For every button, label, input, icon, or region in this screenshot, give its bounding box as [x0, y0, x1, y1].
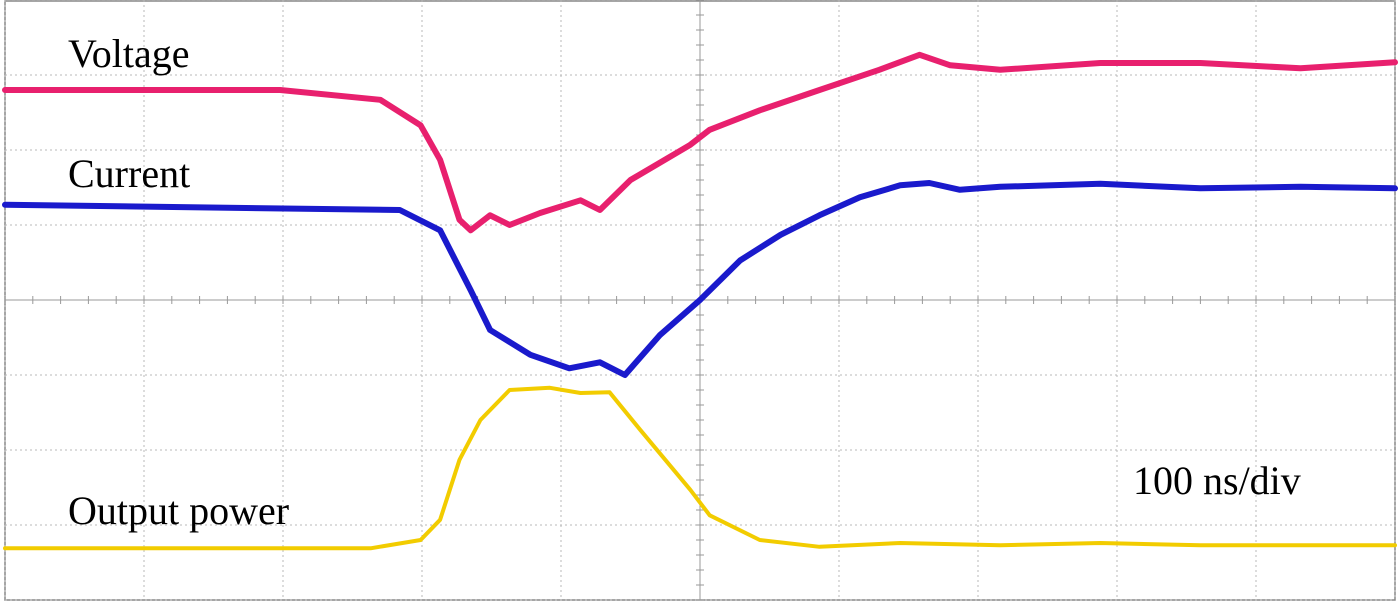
series-label: Output power	[68, 488, 289, 533]
series-label: Current	[68, 151, 190, 196]
trace-line	[2, 180, 1398, 378]
traces	[2, 51, 1398, 551]
trace-line	[3, 385, 1397, 551]
series-label: Voltage	[68, 31, 189, 76]
x-axis-label: 100 ns/div	[1133, 458, 1301, 503]
grid	[4, 0, 1396, 601]
trace-line	[2, 51, 1398, 234]
